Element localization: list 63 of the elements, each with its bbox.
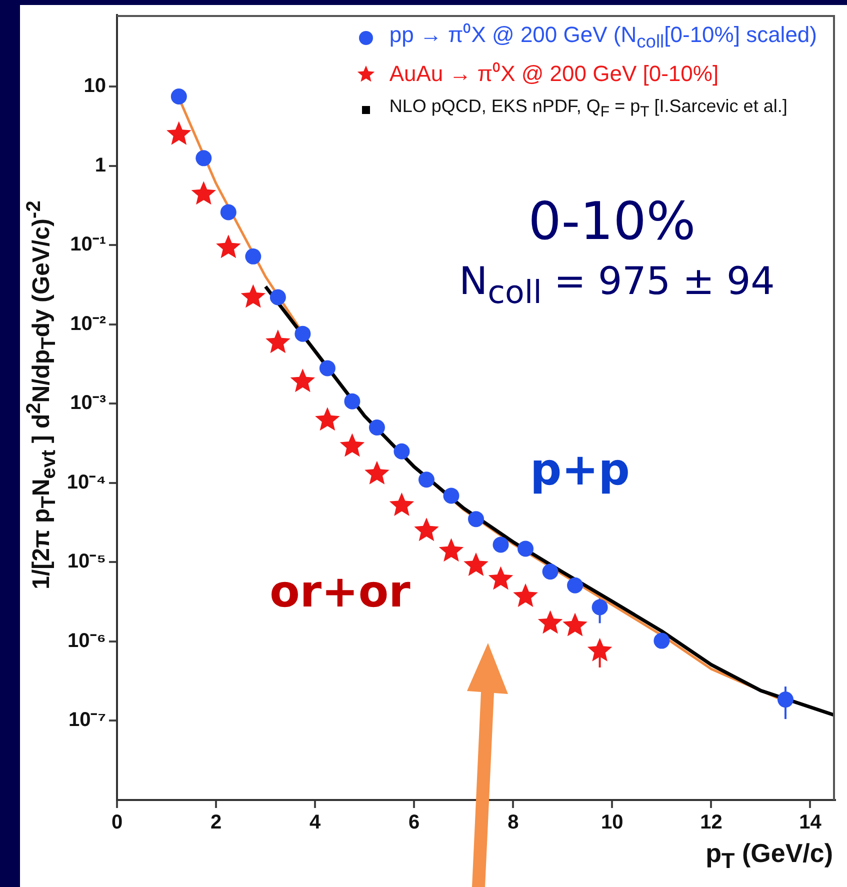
- point: [443, 488, 460, 504]
- point: [196, 150, 212, 166]
- x-tick-label: 10: [601, 812, 624, 834]
- point: [266, 330, 290, 354]
- point: [364, 460, 390, 484]
- point: [240, 284, 266, 308]
- x-tick-label: 12: [700, 812, 722, 834]
- x-tick-label: 6: [408, 812, 420, 834]
- point: [344, 393, 360, 410]
- point: [294, 326, 311, 342]
- point: [290, 368, 316, 392]
- point: [270, 289, 286, 306]
- point: [592, 599, 608, 616]
- legend-label: pp → π⁰X @ 200 GeV (N$_{coll}$[0-10%] scaled): [389, 21, 817, 54]
- point: [315, 407, 340, 431]
- point: [654, 632, 670, 649]
- point: [319, 360, 336, 376]
- legend-label: AuAu → π⁰X @ 200 GeV [0-10%]: [389, 60, 719, 88]
- point: [513, 583, 538, 607]
- x-tick-label: 14: [799, 812, 822, 834]
- point: [777, 692, 794, 708]
- point: [414, 518, 439, 542]
- y-tick-label: 10⁻²: [70, 312, 106, 335]
- x-tick-label: 8: [508, 812, 519, 834]
- point: [220, 204, 236, 220]
- x-axis-title: p$_{T}$ (GeV/c): [706, 838, 833, 874]
- point: [538, 610, 563, 634]
- annotation: p+p: [530, 444, 630, 496]
- point: [492, 536, 509, 553]
- point: [368, 420, 385, 436]
- annotation: 0-10%: [528, 192, 696, 252]
- x-tick-label: 2: [210, 812, 222, 834]
- point: [394, 443, 410, 460]
- point: [216, 234, 241, 258]
- point: [166, 121, 192, 145]
- point: [438, 538, 464, 562]
- point: [567, 577, 584, 594]
- legend-label: NLO pQCD, EKS nPDF, Q$_{F}$ = p$_{T}$ [I.Sarcevic et al.]: [389, 95, 788, 123]
- x-tick-label: 4: [310, 812, 322, 834]
- annotation: or+or: [270, 566, 410, 618]
- y-tick-label: 10⁻¹: [70, 234, 106, 256]
- annotation: N$_{coll}$ = 975 ± 94: [459, 259, 775, 311]
- y-tick-label: 10⁻⁷: [68, 709, 106, 732]
- point: [245, 248, 262, 264]
- y-tick-label: 10⁻⁴: [66, 471, 106, 494]
- point: [418, 472, 434, 488]
- point: [488, 566, 514, 590]
- y-tick-label: 10: [84, 75, 106, 98]
- point: [468, 511, 484, 528]
- point: [542, 564, 558, 580]
- y-tick-label: 10⁻³: [70, 392, 106, 414]
- y-tick-label: 10⁻⁶: [68, 630, 106, 652]
- point: [518, 540, 534, 557]
- y-tick-label: 10⁻⁵: [67, 550, 106, 573]
- x-tick-label: 0: [111, 812, 123, 834]
- point: [170, 88, 187, 104]
- y-tick-label: 1: [94, 154, 106, 176]
- point: [587, 638, 612, 662]
- point: [191, 181, 216, 205]
- point: [464, 552, 488, 576]
- point: [562, 612, 588, 636]
- point: [340, 433, 365, 457]
- point: [389, 492, 414, 516]
